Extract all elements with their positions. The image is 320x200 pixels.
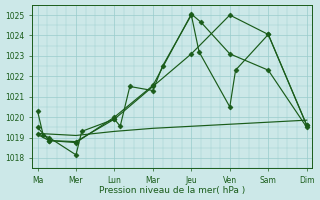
X-axis label: Pression niveau de la mer( hPa ): Pression niveau de la mer( hPa ) [99, 186, 245, 195]
